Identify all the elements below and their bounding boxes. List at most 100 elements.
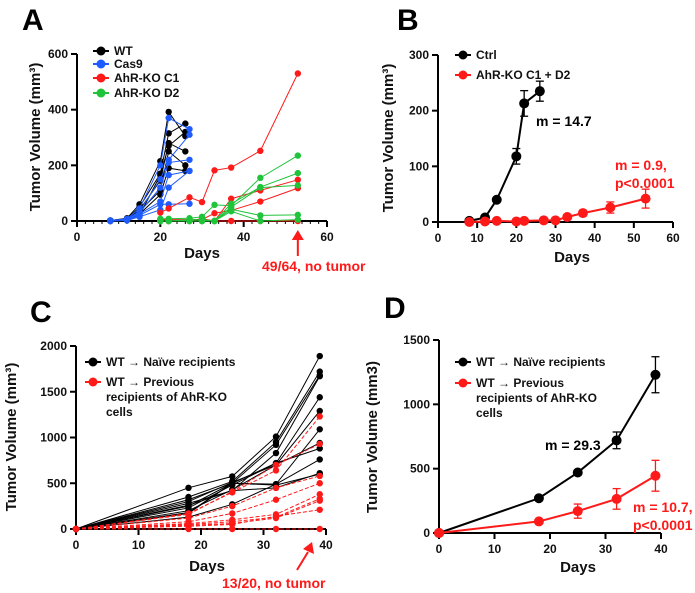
data-point — [316, 480, 323, 487]
data-point — [211, 217, 218, 225]
data-point — [186, 156, 193, 163]
data-point — [186, 167, 193, 175]
x-axis-title: Days — [560, 559, 596, 576]
data-point — [123, 217, 131, 224]
slope-annotation: m = 10.7, — [633, 499, 693, 515]
data-point — [229, 510, 236, 517]
data-point — [186, 131, 193, 138]
data-point — [165, 159, 172, 166]
series-ctrl — [464, 80, 545, 226]
x-tick-label: 20 — [543, 542, 557, 556]
series-line — [469, 90, 541, 222]
series-wt — [107, 108, 189, 225]
x-tick-label: 60 — [666, 231, 680, 245]
data-point — [211, 210, 218, 217]
x-axis-title: Days — [554, 249, 590, 266]
data-point — [533, 516, 544, 527]
series-line — [160, 155, 299, 220]
data-point — [316, 407, 323, 415]
x-tick-label: 40 — [237, 230, 251, 244]
data-point — [165, 114, 172, 122]
y-tick-label: 0 — [60, 522, 67, 536]
data-point — [229, 502, 236, 510]
x-tick-label: 30 — [257, 538, 271, 552]
data-point — [198, 217, 206, 225]
data-point — [227, 164, 235, 171]
x-tick-label: 0 — [74, 230, 81, 244]
data-point — [491, 194, 502, 205]
y-tick-label: 0 — [61, 214, 68, 228]
data-point — [538, 215, 549, 226]
data-point — [294, 216, 302, 223]
data-point — [572, 506, 583, 517]
data-point — [294, 169, 302, 177]
legend-marker — [96, 59, 106, 69]
y-tick-label: 0 — [422, 215, 429, 229]
y-axis-title: Tumor Volume (mm3) — [364, 361, 381, 513]
data-point — [519, 98, 530, 109]
legend-marker — [96, 46, 106, 56]
y-tick-label: 1500 — [40, 385, 67, 399]
data-point — [157, 184, 164, 191]
x-tick-label: 0 — [436, 542, 443, 556]
x-tick-label: 10 — [488, 542, 502, 556]
x-tick-label: 50 — [627, 231, 641, 245]
data-point — [211, 201, 218, 209]
data-point — [229, 488, 236, 495]
legend-marker — [96, 73, 106, 83]
data-point — [165, 205, 172, 212]
data-point — [165, 184, 172, 191]
data-point — [165, 108, 172, 116]
arrow-up-right-icon — [303, 542, 314, 554]
x-tick-label: 60 — [320, 230, 334, 244]
slope-annotation: m = 29.3 — [545, 437, 601, 453]
data-point — [611, 493, 622, 504]
data-point — [511, 216, 522, 227]
annotation-no-tumor: 49/64, no tumor — [262, 258, 366, 274]
data-point — [257, 198, 264, 205]
legend-label: cells — [476, 406, 503, 420]
legend-label: WT → Naïve recipients — [476, 355, 606, 369]
legend-label: AhR-KO D2 — [114, 86, 180, 100]
x-axis-title: Days — [184, 245, 220, 262]
legend-label: WT → Naïve recipients — [106, 355, 236, 369]
data-point — [211, 167, 218, 174]
data-point — [434, 528, 444, 538]
panel-letter: A — [22, 4, 44, 37]
legend-marker — [458, 357, 468, 367]
data-point — [272, 433, 280, 440]
legend-label: AhR-KO C1 — [114, 71, 180, 85]
arrow-up-icon — [291, 230, 304, 240]
data-point — [316, 372, 323, 380]
x-tick-label: 30 — [599, 542, 613, 556]
data-point — [257, 212, 264, 219]
data-point — [136, 213, 143, 221]
data-point — [294, 182, 302, 189]
data-point — [227, 208, 235, 215]
data-point — [605, 202, 616, 213]
legend-label: cells — [106, 405, 133, 419]
data-point — [650, 369, 661, 380]
data-point — [272, 449, 280, 457]
data-point — [572, 467, 583, 478]
data-point — [272, 461, 280, 469]
y-tick-label: 1500 — [403, 333, 430, 347]
legend-label: AhR-KO C1 + D2 — [476, 68, 571, 82]
slope-annotation: p<0.0001 — [633, 517, 693, 533]
data-point — [316, 445, 323, 452]
data-point — [157, 217, 164, 225]
x-tick-label: 30 — [549, 231, 563, 245]
y-tick-label: 500 — [47, 476, 67, 490]
data-point — [316, 456, 323, 463]
data-point — [534, 86, 545, 97]
data-point — [182, 120, 189, 127]
data-point — [316, 394, 323, 401]
data-point — [294, 152, 302, 159]
data-point — [650, 470, 661, 481]
data-point — [257, 174, 264, 182]
data-point — [198, 198, 206, 206]
legend-marker — [96, 88, 106, 98]
y-tick-label: 1000 — [40, 431, 67, 445]
